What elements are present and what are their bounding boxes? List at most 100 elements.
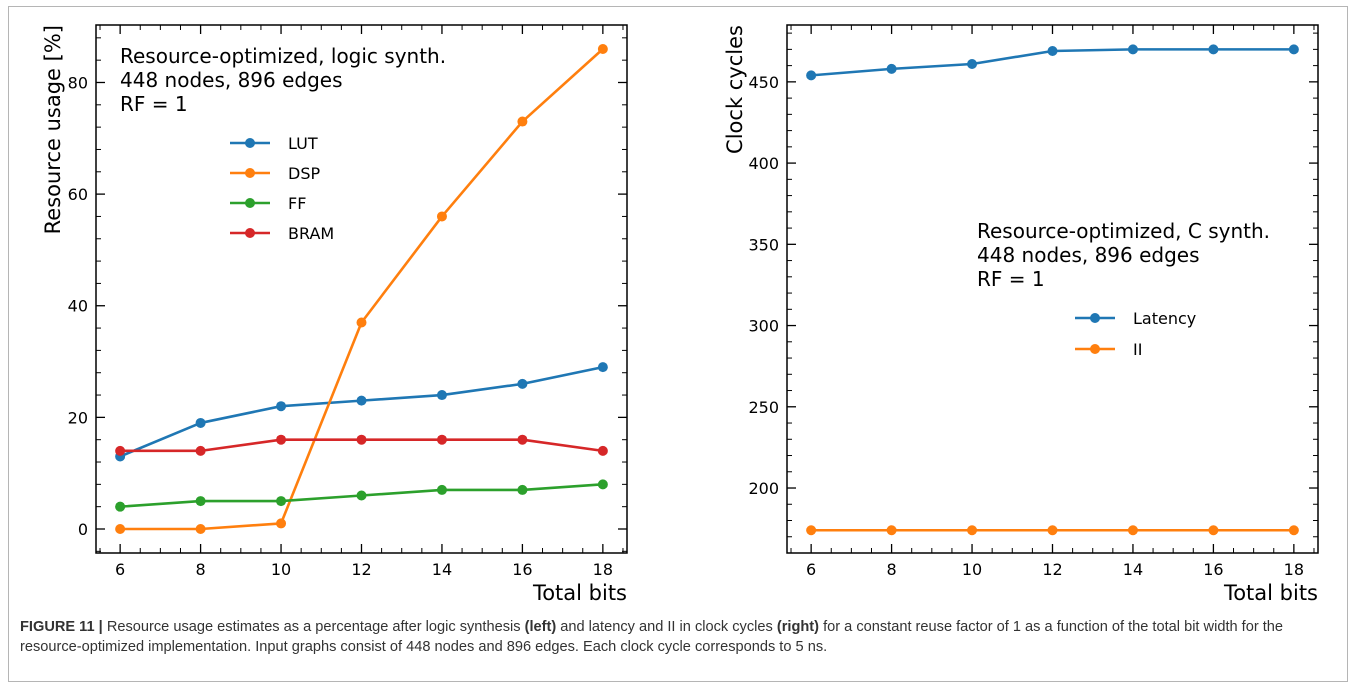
figure-label: FIGURE 11 | — [20, 619, 103, 635]
data-point-lut — [276, 401, 287, 412]
y-tick-label: 400 — [748, 154, 779, 173]
data-point-ff — [597, 479, 608, 490]
data-point-dsp — [436, 211, 447, 222]
chart-annotation-line: 448 nodes, 896 edges — [120, 68, 343, 92]
data-point-dsp — [115, 524, 126, 534]
data-point-dsp — [356, 317, 367, 328]
legend-marker — [245, 168, 255, 178]
legend-marker — [245, 138, 255, 148]
data-point-dsp — [517, 116, 528, 127]
data-point-ff — [276, 496, 287, 507]
legend-marker — [245, 198, 255, 208]
data-point-ii — [1127, 525, 1138, 536]
chart-annotation-line: Resource-optimized, logic synth. — [120, 44, 446, 68]
y-tick-label: 20 — [68, 408, 88, 427]
y-tick-label: 80 — [68, 73, 88, 92]
x-tick-label: 12 — [1042, 560, 1062, 579]
data-point-latency — [1127, 44, 1138, 55]
data-point-latency — [806, 70, 817, 81]
x-axis-label: Total bits — [532, 581, 627, 605]
legend-label: Latency — [1133, 309, 1196, 328]
y-tick-label: 60 — [68, 185, 88, 204]
data-point-ff — [115, 501, 126, 512]
x-tick-label: 8 — [195, 560, 205, 579]
x-tick-label: 14 — [1123, 560, 1143, 579]
x-tick-label: 16 — [1203, 560, 1223, 579]
data-point-ii — [1208, 525, 1219, 536]
data-point-latency — [967, 58, 978, 69]
caption-text-1: Resource usage estimates as a percentage… — [102, 619, 525, 635]
data-point-ii — [1288, 525, 1299, 536]
data-point-dsp — [276, 518, 287, 529]
data-point-latency — [1288, 44, 1299, 55]
data-point-dsp — [195, 524, 206, 534]
data-point-ff — [517, 484, 528, 495]
x-tick-label: 14 — [432, 560, 452, 579]
data-point-bram — [276, 434, 287, 445]
legend-marker — [1090, 344, 1100, 354]
legend-marker — [1090, 313, 1100, 323]
caption-text-3: for a constant reuse factor of 1 as a fu… — [20, 619, 1284, 655]
legend-label: FF — [288, 194, 306, 213]
chart-annotation-line: RF = 1 — [120, 92, 188, 116]
data-point-ii — [886, 525, 897, 536]
x-axis-label: Total bits — [1223, 581, 1318, 605]
chart-annotation-line: Resource-optimized, C synth. — [977, 219, 1270, 243]
data-point-bram — [436, 434, 447, 445]
x-tick-label: 6 — [115, 560, 125, 579]
caption-text-2: and latency and II in clock cycles — [556, 619, 777, 635]
data-point-bram — [597, 445, 608, 456]
legend-marker — [245, 228, 255, 238]
data-point-lut — [597, 362, 608, 373]
legend-label: DSP — [288, 164, 320, 183]
data-point-ii — [967, 525, 978, 536]
y-axis-label: Clock cycles — [723, 25, 747, 154]
data-point-lut — [436, 390, 447, 401]
x-tick-label: 18 — [1284, 560, 1304, 579]
legend-label: LUT — [288, 134, 318, 153]
data-point-latency — [1208, 44, 1219, 55]
caption-bold-right: (right) — [776, 619, 820, 635]
x-tick-label: 12 — [351, 560, 371, 579]
y-tick-label: 350 — [748, 235, 779, 254]
data-point-bram — [195, 445, 206, 456]
chart-panel-right: 6 8 10 12 14 16 18 200 250 300 350 400 450 Total bits… — [723, 24, 1319, 605]
caption-bold-left: (left) — [524, 619, 557, 635]
data-point-ii — [806, 525, 817, 536]
series-line-dsp — [120, 48, 604, 531]
legend-label: II — [1133, 340, 1142, 359]
data-point-ff — [436, 484, 447, 495]
legend-label: BRAM — [288, 224, 334, 243]
x-tick-label: 10 — [271, 560, 291, 579]
figure-caption: FIGURE 11 | Resource usage estimates as … — [20, 617, 1335, 657]
data-point-bram — [517, 434, 528, 445]
x-tick-label: 6 — [806, 560, 816, 579]
data-point-lut — [195, 417, 206, 428]
y-axis-label: Resource usage [%] — [41, 25, 65, 234]
data-point-lut — [356, 395, 367, 406]
figure-frame — [8, 6, 1348, 682]
chart-annotation-line: RF = 1 — [977, 267, 1045, 291]
chart-panel-left: 6 8 10 12 14 16 18 0 20 40 60 80 Total bits Resource … — [41, 24, 628, 605]
y-tick-label: 0 — [78, 520, 88, 539]
x-tick-label: 8 — [886, 560, 896, 579]
plot-frame — [786, 24, 1319, 554]
y-tick-label: 40 — [68, 297, 88, 316]
y-tick-label: 200 — [748, 479, 779, 498]
chart-annotation-line: 448 nodes, 896 edges — [977, 243, 1200, 267]
data-point-bram — [356, 434, 367, 445]
y-tick-label: 300 — [748, 317, 779, 336]
x-tick-label: 16 — [512, 560, 532, 579]
data-point-latency — [886, 63, 897, 74]
data-point-ff — [195, 496, 206, 507]
y-tick-label: 450 — [748, 73, 779, 92]
data-point-latency — [1047, 45, 1058, 56]
y-tick-label: 250 — [748, 398, 779, 417]
x-tick-label: 18 — [593, 560, 613, 579]
data-point-dsp — [597, 44, 608, 54]
data-point-lut — [517, 378, 528, 389]
x-tick-label: 10 — [962, 560, 982, 579]
data-point-bram — [115, 445, 126, 456]
data-point-ii — [1047, 525, 1058, 536]
